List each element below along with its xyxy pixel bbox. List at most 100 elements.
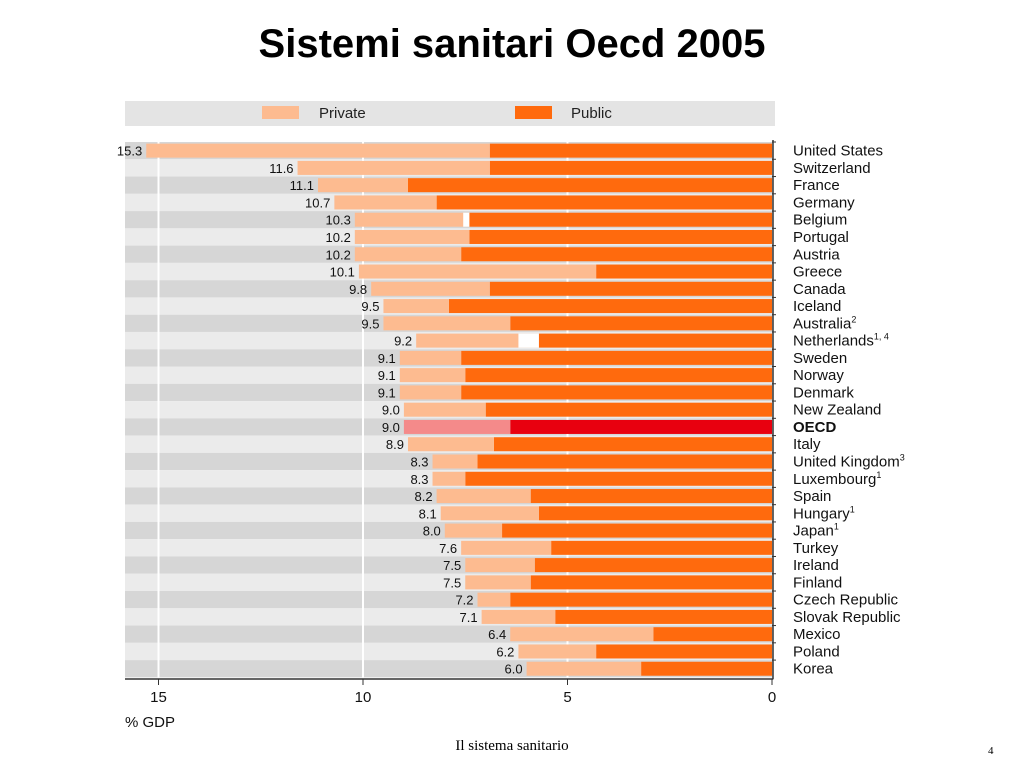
- bar-private: [297, 160, 490, 175]
- category-label: Sweden: [793, 350, 847, 367]
- bar-public: [534, 558, 772, 573]
- bar-total-label: 8.3: [410, 454, 428, 469]
- category-label: Switzerland: [793, 160, 871, 177]
- category-label: Austria: [793, 246, 840, 263]
- bar-public: [538, 506, 772, 521]
- bar-public: [461, 385, 772, 400]
- bar-total-label: 11.6: [269, 161, 293, 176]
- legend-label-private: Private: [319, 105, 366, 122]
- bar-private: [481, 609, 556, 624]
- bar-total-label: 9.8: [349, 282, 367, 297]
- bar-private: [465, 558, 535, 573]
- bar-private: [383, 299, 449, 314]
- category-label: Japan1: [793, 522, 839, 540]
- category-label: Korea: [793, 661, 834, 678]
- bar-public: [510, 419, 772, 434]
- bar-total-label: 7.2: [455, 593, 473, 608]
- category-label: Luxembourg1: [793, 470, 881, 488]
- bar-private: [318, 178, 408, 193]
- category-label: Czech Republic: [793, 592, 899, 609]
- bar-total-label: 9.1: [378, 351, 396, 366]
- legend-swatch-public: [515, 106, 552, 119]
- bar-total-label: 11.1: [290, 178, 314, 193]
- footnote-marker: 3: [900, 452, 905, 462]
- bar-total-label: 9.0: [382, 420, 400, 435]
- bar-private: [432, 454, 478, 469]
- bar-public: [510, 592, 772, 607]
- bar-public: [436, 195, 772, 210]
- bar-private: [399, 368, 466, 383]
- category-label: Finland: [793, 574, 842, 591]
- bar-public: [641, 661, 772, 676]
- category-label: Canada: [793, 281, 846, 298]
- bar-public: [448, 299, 772, 314]
- bar-total-label: 9.2: [394, 334, 412, 349]
- bar-private: [334, 195, 437, 210]
- legend-background: [125, 101, 775, 126]
- slide-footer: Il sistema sanitario: [455, 738, 569, 754]
- bar-public: [465, 368, 772, 383]
- category-label: New Zealand: [793, 402, 881, 419]
- bar-public: [489, 281, 772, 296]
- category-label: OECD: [793, 419, 837, 436]
- bar-private: [383, 316, 511, 331]
- footnote-marker: 1: [834, 522, 839, 532]
- bar-private: [371, 281, 490, 296]
- bar-private: [510, 627, 654, 642]
- bar-total-label: 6.2: [496, 644, 514, 659]
- category-label: United States: [793, 143, 883, 160]
- x-tick-label: 5: [563, 689, 571, 706]
- legend-swatch-private: [262, 106, 299, 119]
- category-label: Turkey: [793, 540, 839, 557]
- bar-total-label: 8.2: [415, 489, 433, 504]
- bar-public: [489, 160, 772, 175]
- bar-public: [538, 333, 772, 348]
- bar-total-label: 10.2: [326, 230, 351, 245]
- bar-total-label: 7.1: [460, 610, 478, 625]
- category-label: Germany: [793, 194, 855, 211]
- legend-label-public: Public: [571, 105, 612, 122]
- bar-total-label: 7.5: [443, 575, 461, 590]
- bar-public: [407, 178, 772, 193]
- x-tick-label: 15: [150, 689, 167, 706]
- category-label: Iceland: [793, 298, 841, 315]
- bar-public: [461, 247, 772, 262]
- category-label: Norway: [793, 367, 844, 384]
- bar-private: [403, 402, 486, 417]
- bar-public: [485, 402, 772, 417]
- bar-public: [530, 489, 772, 504]
- bar-public: [530, 575, 772, 590]
- bar-public: [489, 143, 772, 158]
- category-label: Portugal: [793, 229, 849, 246]
- category-label: France: [793, 177, 840, 194]
- bar-private: [461, 540, 552, 555]
- bar-public: [465, 471, 772, 486]
- category-label: Denmark: [793, 384, 854, 401]
- x-axis-label: % GDP: [125, 714, 175, 731]
- x-tick-label: 0: [768, 689, 776, 706]
- bar-private: [436, 489, 531, 504]
- bar-private: [416, 333, 539, 348]
- bar-total-label: 9.5: [361, 316, 379, 331]
- category-label: Slovak Republic: [793, 609, 901, 626]
- bar-private: [358, 264, 597, 279]
- bar-total-label: 7.6: [439, 541, 457, 556]
- category-label: United Kingdom3: [793, 452, 905, 470]
- bar-total-label: 10.1: [330, 265, 355, 280]
- bar-total-label: 8.3: [410, 472, 428, 487]
- category-label: Poland: [793, 643, 840, 660]
- bar-public: [555, 609, 772, 624]
- bar-private: [526, 661, 642, 676]
- bar-private: [399, 350, 462, 365]
- slide-title: Sistemi sanitari Oecd 2005: [258, 22, 766, 66]
- bar-public: [469, 229, 772, 244]
- category-label: Ireland: [793, 557, 839, 574]
- bar-public: [461, 350, 772, 365]
- category-label: Belgium: [793, 212, 847, 229]
- bar-public: [477, 454, 772, 469]
- footnote-marker: 1: [850, 504, 855, 514]
- footnote-marker: 1: [876, 470, 881, 480]
- bar-public: [596, 644, 772, 659]
- bar-public: [510, 316, 772, 331]
